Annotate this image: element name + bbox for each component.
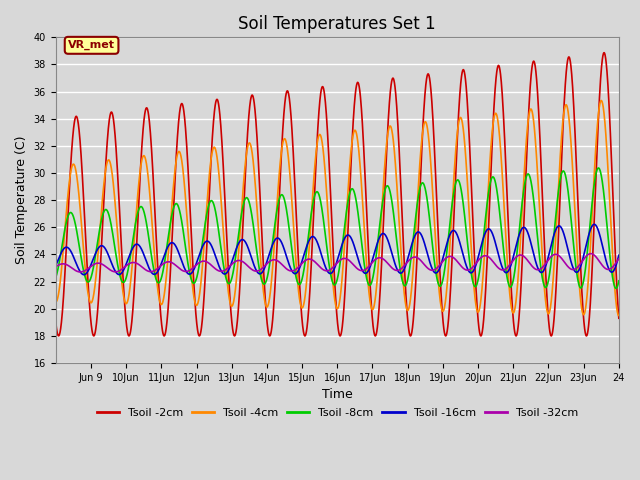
Tsoil -8cm [612,286,620,291]
Tsoil -2cm [52,320,60,325]
Tsoil -16cm [615,252,623,258]
Y-axis label: Soil Temperature (C): Soil Temperature (C) [15,136,28,264]
Tsoil -16cm [150,271,157,277]
Tsoil -32cm [116,267,124,273]
Tsoil -2cm [615,315,623,321]
Tsoil -16cm [604,264,612,270]
Line: Tsoil -4cm: Tsoil -4cm [56,100,619,315]
Tsoil -16cm [543,258,551,264]
Tsoil -4cm [268,276,275,282]
Tsoil -8cm [615,278,623,284]
Tsoil -16cm [116,271,124,277]
Tsoil -4cm [615,312,623,318]
Line: Tsoil -2cm: Tsoil -2cm [56,53,619,336]
Tsoil -8cm [268,247,275,252]
Tsoil -4cm [292,260,300,266]
Tsoil -2cm [268,324,276,330]
Tsoil -32cm [543,258,551,264]
Tsoil -4cm [604,165,612,171]
Tsoil -4cm [116,261,124,267]
Tsoil -2cm [292,213,300,219]
Tsoil -2cm [543,300,551,306]
Tsoil -32cm [615,256,623,262]
Tsoil -4cm [52,299,60,305]
Tsoil -32cm [150,268,157,274]
Line: Tsoil -8cm: Tsoil -8cm [56,168,619,288]
Tsoil -32cm [77,269,84,275]
Tsoil -32cm [52,264,60,270]
Tsoil -8cm [595,165,602,171]
Tsoil -2cm [604,85,612,91]
Tsoil -4cm [150,238,157,244]
Tsoil -32cm [292,266,300,272]
X-axis label: Time: Time [322,388,353,401]
Text: VR_met: VR_met [68,40,115,50]
Tsoil -32cm [268,257,276,263]
Tsoil -16cm [590,221,598,227]
Tsoil -2cm [150,183,157,189]
Tsoil -16cm [52,263,60,268]
Tsoil -16cm [80,272,88,277]
Line: Tsoil -16cm: Tsoil -16cm [56,224,619,275]
Tsoil -8cm [292,275,300,280]
Tsoil -8cm [604,233,612,239]
Title: Soil Temperatures Set 1: Soil Temperatures Set 1 [239,15,436,33]
Tsoil -8cm [52,275,60,280]
Tsoil -4cm [543,308,551,314]
Tsoil -2cm [116,220,124,226]
Tsoil -32cm [604,266,612,272]
Tsoil -16cm [292,270,300,276]
Tsoil -4cm [597,97,605,103]
Tsoil -16cm [268,243,276,249]
Tsoil -2cm [600,50,608,56]
Line: Tsoil -32cm: Tsoil -32cm [56,253,619,272]
Tsoil -32cm [587,251,595,256]
Legend: Tsoil -2cm, Tsoil -4cm, Tsoil -8cm, Tsoil -16cm, Tsoil -32cm: Tsoil -2cm, Tsoil -4cm, Tsoil -8cm, Tsoi… [92,404,582,422]
Tsoil -8cm [116,273,124,279]
Tsoil -8cm [150,265,157,271]
Tsoil -8cm [543,283,551,288]
Tsoil -2cm [55,333,63,339]
